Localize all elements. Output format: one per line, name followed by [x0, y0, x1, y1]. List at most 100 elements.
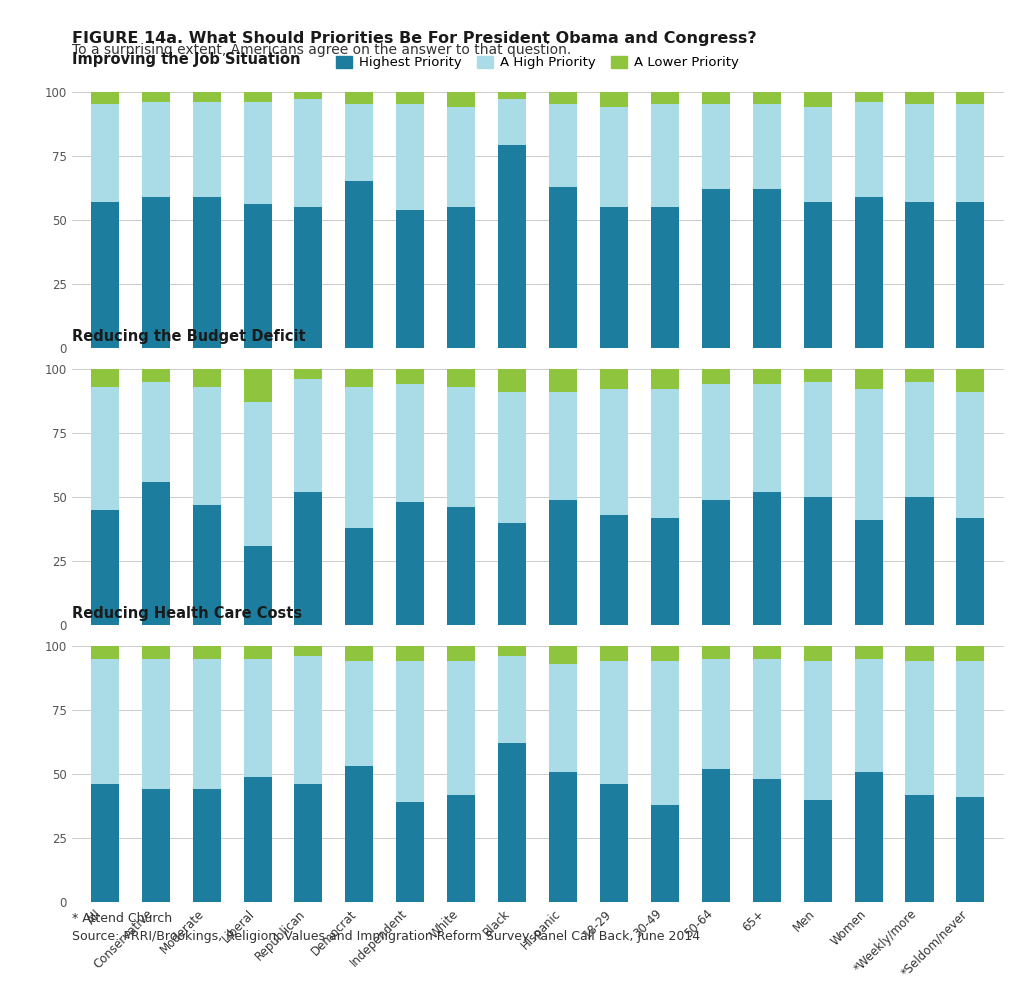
Bar: [447, 662, 475, 794]
Bar: [141, 646, 170, 659]
Bar: [91, 386, 119, 510]
Bar: [651, 207, 679, 348]
Bar: [956, 662, 984, 797]
Bar: [651, 389, 679, 517]
Bar: [295, 99, 323, 207]
Bar: [498, 91, 526, 99]
Bar: [905, 91, 934, 104]
Bar: [345, 386, 374, 528]
Bar: [91, 369, 119, 386]
Bar: [498, 392, 526, 523]
Bar: [193, 197, 220, 348]
Bar: [753, 659, 780, 780]
Bar: [244, 91, 271, 102]
Bar: [91, 646, 119, 659]
Bar: [244, 402, 271, 546]
Bar: [447, 207, 475, 348]
Bar: [244, 546, 271, 625]
Bar: [345, 767, 374, 902]
Bar: [193, 386, 220, 504]
Bar: [396, 369, 424, 384]
Bar: [804, 91, 831, 107]
Bar: [753, 646, 780, 659]
Bar: [600, 515, 628, 625]
Bar: [244, 659, 271, 777]
Bar: [855, 659, 883, 772]
Bar: [549, 664, 578, 772]
Bar: [855, 91, 883, 102]
Bar: [701, 369, 730, 384]
Bar: [905, 497, 934, 625]
Bar: [600, 646, 628, 662]
Bar: [651, 517, 679, 625]
Bar: [396, 104, 424, 209]
Bar: [549, 499, 578, 625]
Bar: [956, 517, 984, 625]
Bar: [600, 107, 628, 207]
Text: Source: PRRI/Brookings, Religion, Values and Immigration Reform Survey Panel Cal: Source: PRRI/Brookings, Religion, Values…: [72, 930, 699, 943]
Bar: [498, 145, 526, 348]
Bar: [244, 369, 271, 402]
Bar: [141, 381, 170, 482]
Bar: [295, 492, 323, 625]
Bar: [193, 91, 220, 102]
Text: * Attend Church: * Attend Church: [72, 911, 172, 925]
Bar: [345, 662, 374, 767]
Bar: [855, 520, 883, 625]
Bar: [905, 104, 934, 202]
Bar: [855, 646, 883, 659]
Bar: [549, 104, 578, 187]
Bar: [701, 769, 730, 902]
Bar: [193, 369, 220, 386]
Bar: [701, 499, 730, 625]
Bar: [600, 784, 628, 902]
Bar: [600, 662, 628, 784]
Bar: [396, 802, 424, 902]
Bar: [193, 646, 220, 659]
Bar: [193, 504, 220, 625]
Bar: [141, 197, 170, 348]
Bar: [498, 369, 526, 392]
Bar: [651, 369, 679, 389]
Bar: [396, 384, 424, 502]
Bar: [549, 772, 578, 902]
Bar: [549, 91, 578, 104]
Bar: [956, 646, 984, 662]
Bar: [905, 662, 934, 794]
Bar: [905, 646, 934, 662]
Bar: [295, 91, 323, 99]
Bar: [345, 91, 374, 104]
Bar: [91, 510, 119, 625]
Bar: [701, 646, 730, 659]
Bar: [701, 104, 730, 189]
Bar: [244, 646, 271, 659]
Bar: [345, 104, 374, 182]
Bar: [753, 91, 780, 104]
Bar: [447, 107, 475, 207]
Bar: [956, 797, 984, 902]
Bar: [549, 369, 578, 392]
Bar: [600, 91, 628, 107]
Bar: [753, 384, 780, 492]
Bar: [193, 102, 220, 197]
Bar: [295, 379, 323, 492]
Bar: [804, 497, 831, 625]
Bar: [141, 789, 170, 902]
Bar: [396, 91, 424, 104]
Bar: [447, 386, 475, 507]
Bar: [956, 369, 984, 392]
Bar: [141, 659, 170, 789]
Bar: [855, 197, 883, 348]
Bar: [244, 777, 271, 902]
Bar: [855, 102, 883, 197]
Bar: [905, 381, 934, 497]
Bar: [905, 369, 934, 381]
Bar: [345, 646, 374, 662]
Bar: [91, 91, 119, 104]
Bar: [498, 743, 526, 902]
Bar: [141, 91, 170, 102]
Bar: [651, 805, 679, 902]
Bar: [905, 794, 934, 902]
Bar: [396, 209, 424, 348]
Bar: [295, 646, 323, 656]
